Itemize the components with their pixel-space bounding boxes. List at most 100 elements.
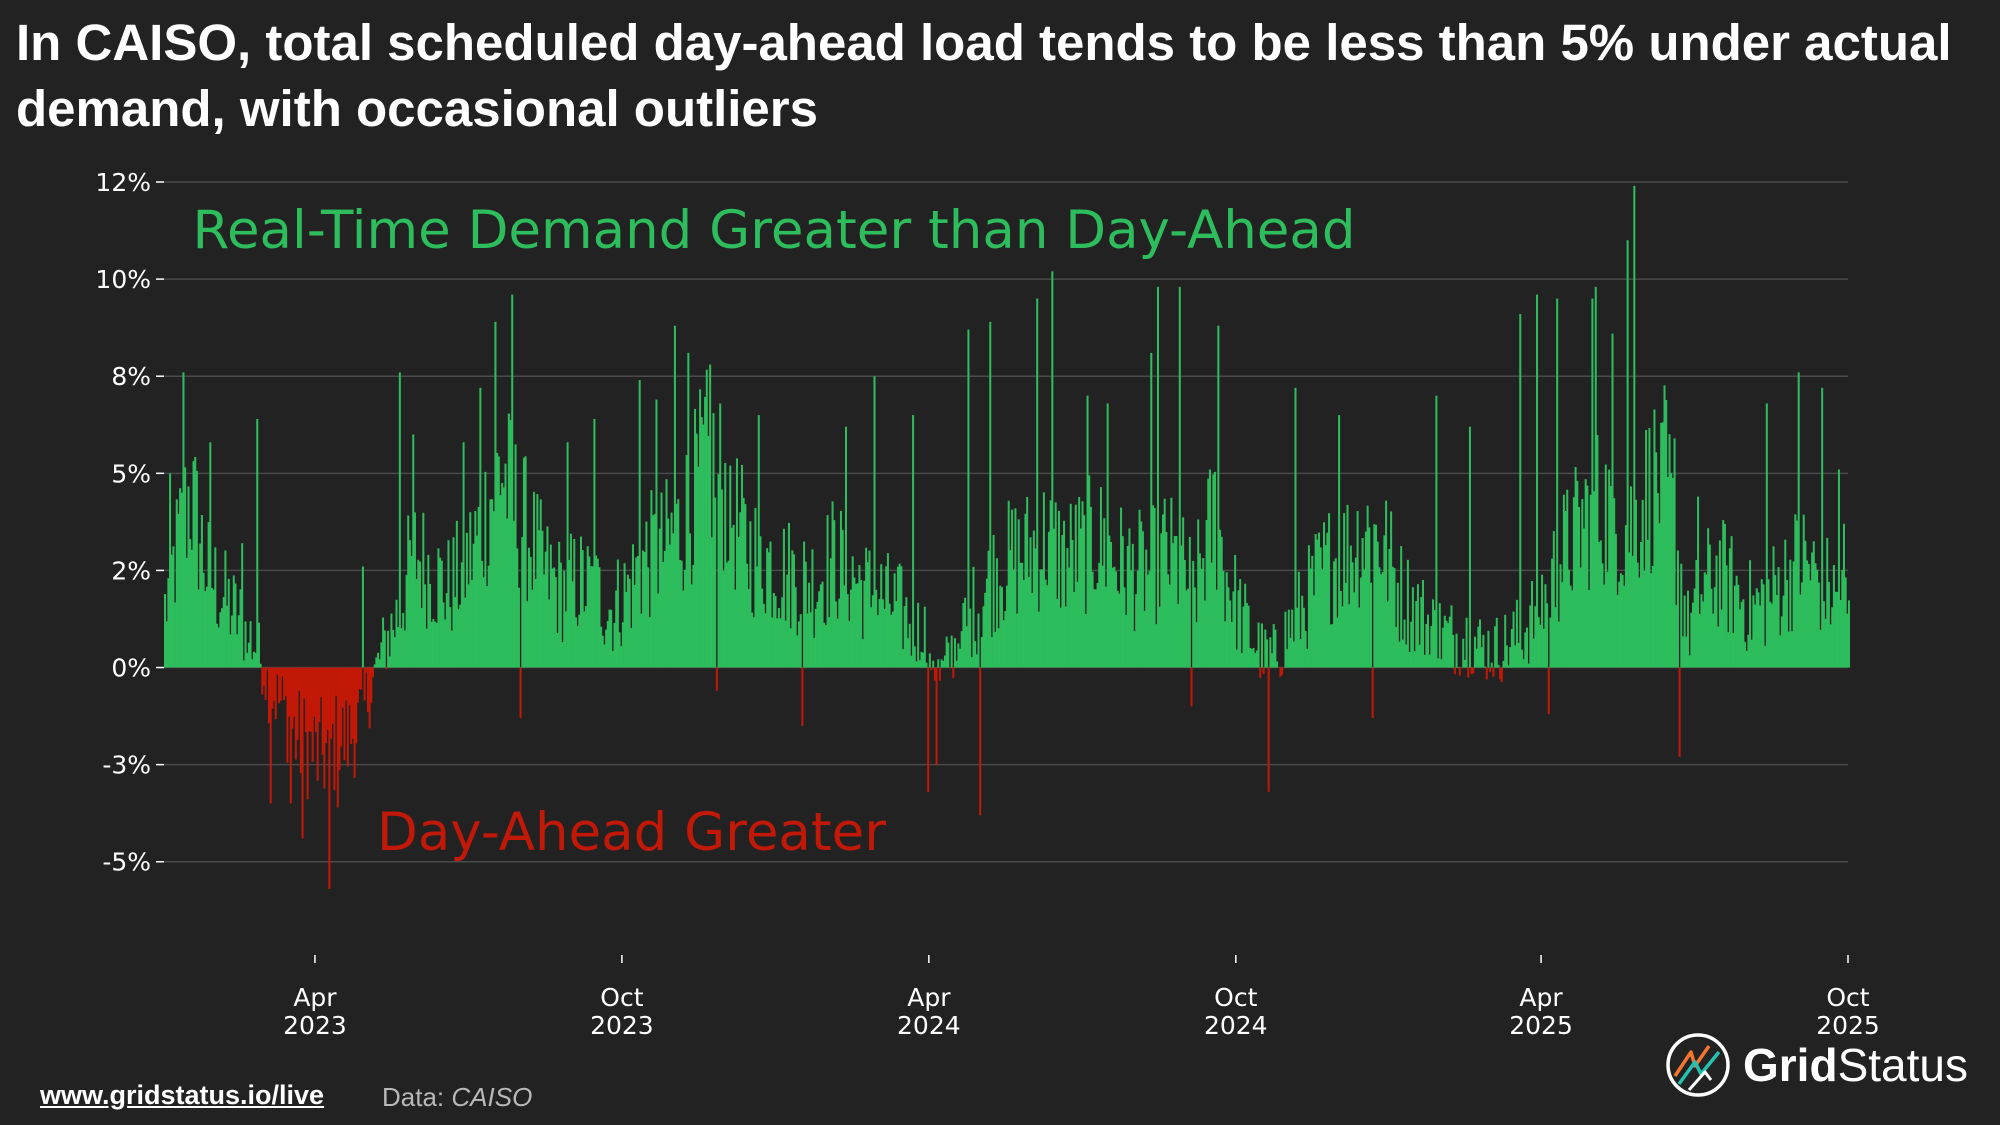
bar-positive bbox=[1046, 585, 1049, 668]
bar-positive bbox=[1715, 555, 1718, 668]
bar-positive bbox=[1738, 609, 1742, 668]
bar-positive bbox=[1567, 569, 1570, 668]
bar-negative bbox=[366, 667, 369, 712]
bar-positive bbox=[650, 490, 653, 668]
bar-positive bbox=[440, 560, 443, 668]
bar-positive bbox=[1784, 539, 1787, 668]
bar-positive bbox=[1801, 582, 1804, 668]
bar-positive bbox=[1603, 584, 1606, 668]
bar-positive bbox=[1740, 601, 1743, 668]
bar-positive bbox=[1646, 539, 1649, 668]
bar-positive bbox=[1091, 571, 1094, 668]
bar-positive bbox=[1806, 560, 1809, 668]
bar-positive bbox=[922, 652, 925, 668]
bar-positive bbox=[1165, 531, 1168, 668]
bar-negative bbox=[1492, 667, 1495, 677]
bar-positive bbox=[249, 621, 252, 668]
bar-negative bbox=[1467, 667, 1470, 678]
bar-positive bbox=[920, 651, 923, 668]
bar-positive bbox=[383, 630, 386, 668]
bar-positive bbox=[1836, 591, 1839, 668]
bar-positive bbox=[1359, 577, 1362, 668]
bar-positive bbox=[709, 364, 712, 668]
bar-positive bbox=[1566, 489, 1569, 668]
bar-positive bbox=[207, 522, 210, 668]
bar-positive bbox=[195, 470, 198, 668]
bar-positive bbox=[1438, 603, 1441, 668]
bar-positive bbox=[1717, 626, 1720, 668]
bar-positive bbox=[1745, 650, 1748, 668]
bar-negative bbox=[306, 667, 309, 800]
bar-positive bbox=[194, 456, 197, 668]
bar-positive bbox=[486, 586, 489, 668]
bar-positive bbox=[653, 513, 656, 668]
bar-positive bbox=[1032, 530, 1035, 668]
bar-positive bbox=[1135, 594, 1138, 668]
bar-positive bbox=[1727, 632, 1730, 668]
bar-negative bbox=[331, 667, 334, 724]
bar-positive bbox=[1774, 575, 1777, 668]
bar-negative bbox=[1190, 667, 1193, 707]
bar-positive bbox=[964, 597, 967, 668]
bar-series bbox=[164, 185, 1851, 889]
bar-negative bbox=[1500, 667, 1503, 683]
bar-positive bbox=[1416, 584, 1419, 668]
bar-positive bbox=[844, 426, 848, 668]
annotation-dayahead-greater: Day-Ahead Greater bbox=[377, 802, 886, 863]
bar-positive bbox=[1227, 587, 1230, 668]
bar-positive bbox=[1666, 477, 1669, 668]
bar-positive bbox=[1693, 588, 1696, 668]
bar-negative bbox=[1282, 667, 1285, 669]
bar-positive bbox=[1044, 579, 1047, 668]
bar-positive bbox=[598, 567, 601, 668]
bar-positive bbox=[697, 466, 700, 668]
bar-positive bbox=[1754, 604, 1757, 668]
bar-positive bbox=[430, 621, 433, 668]
bar-positive bbox=[412, 434, 415, 668]
bar-negative bbox=[267, 667, 271, 724]
bar-positive bbox=[794, 587, 797, 668]
bar-positive bbox=[752, 617, 755, 668]
bar-positive bbox=[1735, 575, 1738, 668]
bar-positive bbox=[1656, 493, 1659, 668]
bar-positive bbox=[1172, 543, 1175, 668]
bar-positive bbox=[702, 424, 705, 668]
bar-positive bbox=[724, 462, 727, 668]
bar-positive bbox=[637, 555, 640, 668]
bar-positive bbox=[905, 597, 908, 668]
bar-positive bbox=[759, 536, 762, 668]
bar-positive bbox=[553, 567, 556, 668]
bar-positive bbox=[1121, 536, 1124, 668]
bar-positive bbox=[954, 638, 957, 668]
bar-positive bbox=[700, 417, 703, 668]
bar-positive bbox=[578, 614, 581, 668]
bar-positive bbox=[1264, 629, 1267, 668]
bar-positive bbox=[1613, 498, 1616, 668]
bar-positive bbox=[1363, 569, 1366, 668]
bar-positive bbox=[850, 589, 853, 668]
bar-negative bbox=[358, 667, 361, 690]
bar-positive bbox=[1640, 542, 1643, 668]
bar-positive bbox=[499, 495, 502, 668]
bar-positive bbox=[1430, 626, 1433, 668]
bar-positive bbox=[1433, 610, 1436, 668]
bar-positive bbox=[959, 648, 962, 668]
bar-positive bbox=[527, 547, 530, 668]
bar-positive bbox=[902, 649, 905, 668]
bar-positive bbox=[955, 660, 958, 668]
bar-positive bbox=[1011, 509, 1014, 668]
bar-positive bbox=[1185, 590, 1188, 668]
bar-positive bbox=[1616, 594, 1619, 668]
bar-positive bbox=[1515, 599, 1518, 668]
bar-positive bbox=[1042, 492, 1045, 668]
gridstatus-link[interactable]: www.gridstatus.io/live bbox=[40, 1080, 325, 1110]
bar-positive bbox=[1289, 637, 1292, 668]
bar-positive bbox=[1418, 644, 1421, 668]
bar-positive bbox=[1814, 563, 1817, 668]
bar-positive bbox=[1772, 546, 1775, 668]
annotation-realtime-greater: Real-Time Demand Greater than Day-Ahead bbox=[193, 200, 1356, 261]
bar-positive bbox=[1502, 660, 1505, 668]
bar-positive bbox=[663, 550, 666, 668]
bar-positive bbox=[1244, 583, 1247, 668]
bar-positive bbox=[962, 602, 965, 668]
